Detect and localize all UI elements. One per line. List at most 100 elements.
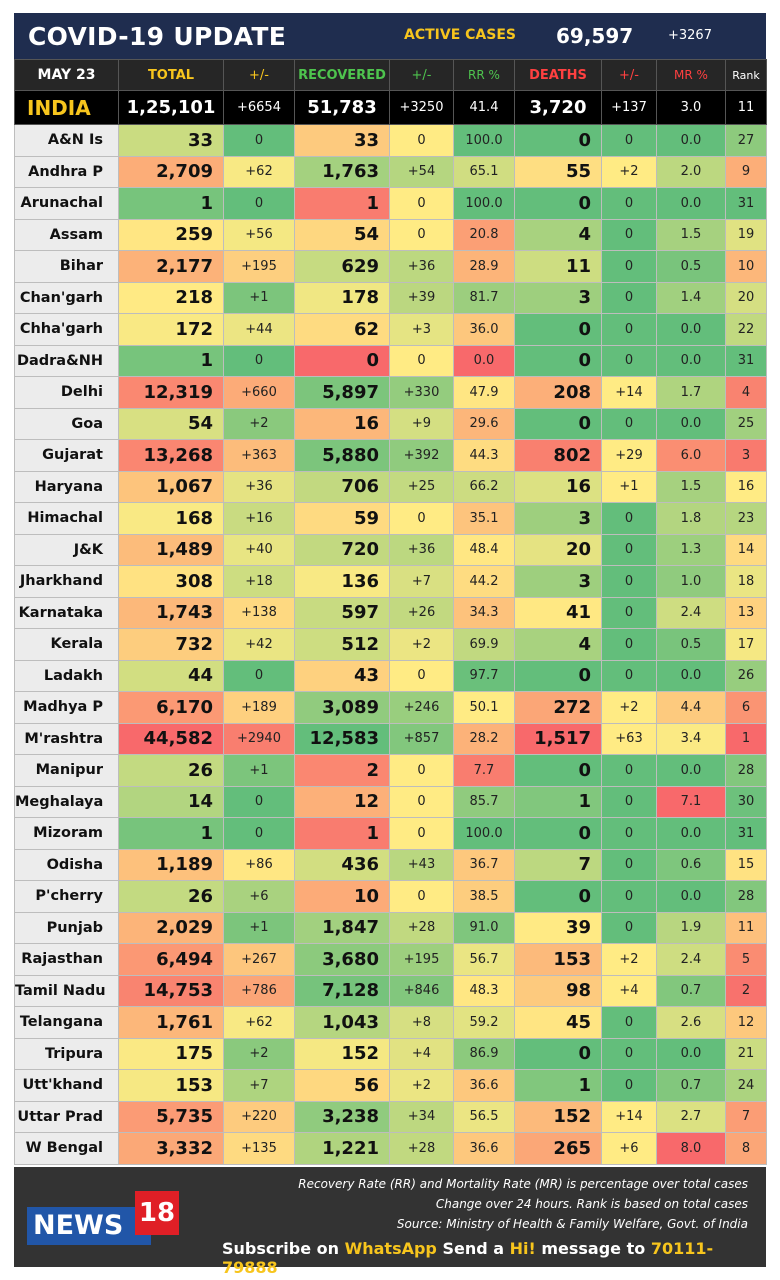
total-change: +2940 (223, 722, 295, 755)
rank: 24 (725, 1069, 767, 1102)
deaths-change: 0 (601, 250, 657, 283)
deaths-change: +2 (601, 691, 657, 724)
recovered-change: +25 (389, 470, 454, 503)
state-name: Telangana (14, 1006, 119, 1039)
total-change: +6 (223, 880, 295, 913)
state-name: Madhya P (14, 691, 119, 724)
total-change: +7 (223, 1069, 295, 1102)
total-cases: 54 (118, 407, 224, 440)
rank: 9 (725, 155, 767, 188)
deaths: 265 (514, 1132, 602, 1165)
col-deaths: DEATHS (514, 59, 602, 91)
recovery-rate: 7.7 (453, 754, 515, 787)
state-row: P'cherry 26 +6 10 0 38.5 0 0 0.0 28 (14, 880, 767, 913)
rank: 23 (725, 502, 767, 535)
deaths-change: 0 (601, 565, 657, 598)
deaths-change: 0 (601, 628, 657, 661)
deaths-change: 0 (601, 754, 657, 787)
state-row: Arunachal 1 0 1 0 100.0 0 0 0.0 31 (14, 187, 767, 220)
footnote-change: Change over 24 hours. Rank is based on t… (435, 1197, 748, 1211)
state-row: J&K 1,489 +40 720 +36 48.4 20 0 1.3 14 (14, 533, 767, 566)
total-cases: 2,709 (118, 155, 224, 188)
deaths-change: 0 (601, 344, 657, 377)
total-change: +135 (223, 1132, 295, 1165)
total-cases: 6,494 (118, 943, 224, 976)
state-row: Madhya P 6,170 +189 3,089 +246 50.1 272 +2 4.4 6 (14, 691, 767, 724)
recovery-rate: 65.1 (453, 155, 515, 188)
total-cases: 259 (118, 218, 224, 251)
subscribe-text-3: message to (535, 1239, 651, 1258)
mortality-rate: 2.4 (656, 596, 726, 629)
deaths-change: 0 (601, 218, 657, 251)
active-cases-label: ACTIVE CASES (404, 27, 516, 43)
rank: 11 (725, 911, 767, 944)
recovered: 152 (294, 1037, 390, 1070)
state-name: Haryana (14, 470, 119, 503)
state-row: Tripura 175 +2 152 +4 86.9 0 0 0.0 21 (14, 1037, 767, 1070)
deaths-change: 0 (601, 911, 657, 944)
recovered-change: 0 (389, 187, 454, 220)
state-name: Chan'garh (14, 281, 119, 314)
state-name: Uttar Prad (14, 1100, 119, 1133)
mortality-rate: 0.7 (656, 1069, 726, 1102)
state-row: Dadra&NH 1 0 0 0 0.0 0 0 0.0 31 (14, 344, 767, 377)
deaths: 1 (514, 785, 602, 818)
total-change: +56 (223, 218, 295, 251)
header-bar: COVID-19 UPDATE ACTIVE CASES 69,597 +326… (14, 13, 766, 59)
news18-logo: NEWS (27, 1207, 151, 1245)
total-cases: 1 (118, 187, 224, 220)
state-row: Telangana 1,761 +62 1,043 +8 59.2 45 0 2.6 12 (14, 1006, 767, 1039)
deaths: 3 (514, 502, 602, 535)
mortality-rate: 1.3 (656, 533, 726, 566)
deaths-change: +4 (601, 974, 657, 1007)
recovered: 12 (294, 785, 390, 818)
deaths: 0 (514, 1037, 602, 1070)
total-cases: 1,189 (118, 848, 224, 881)
state-row: Delhi 12,319 +660 5,897 +330 47.9 208 +14 1.7 4 (14, 376, 767, 409)
rank: 14 (725, 533, 767, 566)
recovery-rate: 100.0 (453, 817, 515, 850)
total-cases: 2,177 (118, 250, 224, 283)
total-change: +660 (223, 376, 295, 409)
state-row: Meghalaya 14 0 12 0 85.7 1 0 7.1 30 (14, 785, 767, 818)
column-header-row: MAY 23 TOTAL +/- RECOVERED +/- RR % DEAT… (14, 59, 767, 91)
deaths-change: 0 (601, 817, 657, 850)
recovery-rate: 35.1 (453, 502, 515, 535)
recovered: 3,089 (294, 691, 390, 724)
state-row: Tamil Nadu 14,753 +786 7,128 +846 48.3 98 +4 0.7… (14, 974, 767, 1007)
infographic: COVID-19 UPDATE ACTIVE CASES 69,597 +326… (14, 13, 767, 1277)
state-row: Chha'garh 172 +44 62 +3 36.0 0 0 0.0 22 (14, 313, 767, 346)
recovered-change: +54 (389, 155, 454, 188)
recovery-rate: 91.0 (453, 911, 515, 944)
total-cases: 1,067 (118, 470, 224, 503)
india-rank: 11 (725, 90, 767, 125)
total-cases: 2,029 (118, 911, 224, 944)
total-cases: 1 (118, 817, 224, 850)
total-change: +1 (223, 911, 295, 944)
mortality-rate: 0.0 (656, 659, 726, 692)
deaths-change: 0 (601, 313, 657, 346)
total-change: +2 (223, 407, 295, 440)
mortality-rate: 2.6 (656, 1006, 726, 1039)
recovered-change: 0 (389, 785, 454, 818)
recovered: 1,847 (294, 911, 390, 944)
recovered: 59 (294, 502, 390, 535)
deaths-change: 0 (601, 659, 657, 692)
recovered-change: +246 (389, 691, 454, 724)
col-rr: RR % (453, 59, 515, 91)
recovered-change: 0 (389, 880, 454, 913)
mortality-rate: 0.0 (656, 754, 726, 787)
recovery-rate: 69.9 (453, 628, 515, 661)
deaths-change: 0 (601, 533, 657, 566)
deaths: 0 (514, 187, 602, 220)
state-name: Delhi (14, 376, 119, 409)
deaths: 802 (514, 439, 602, 472)
deaths: 272 (514, 691, 602, 724)
footnote-source: Source: Ministry of Health & Family Welf… (396, 1217, 748, 1231)
total-change: +44 (223, 313, 295, 346)
deaths: 1 (514, 1069, 602, 1102)
total-change: +1 (223, 281, 295, 314)
recovery-rate: 34.3 (453, 596, 515, 629)
col-total: TOTAL (118, 59, 224, 91)
state-row: Ladakh 44 0 43 0 97.7 0 0 0.0 26 (14, 659, 767, 692)
